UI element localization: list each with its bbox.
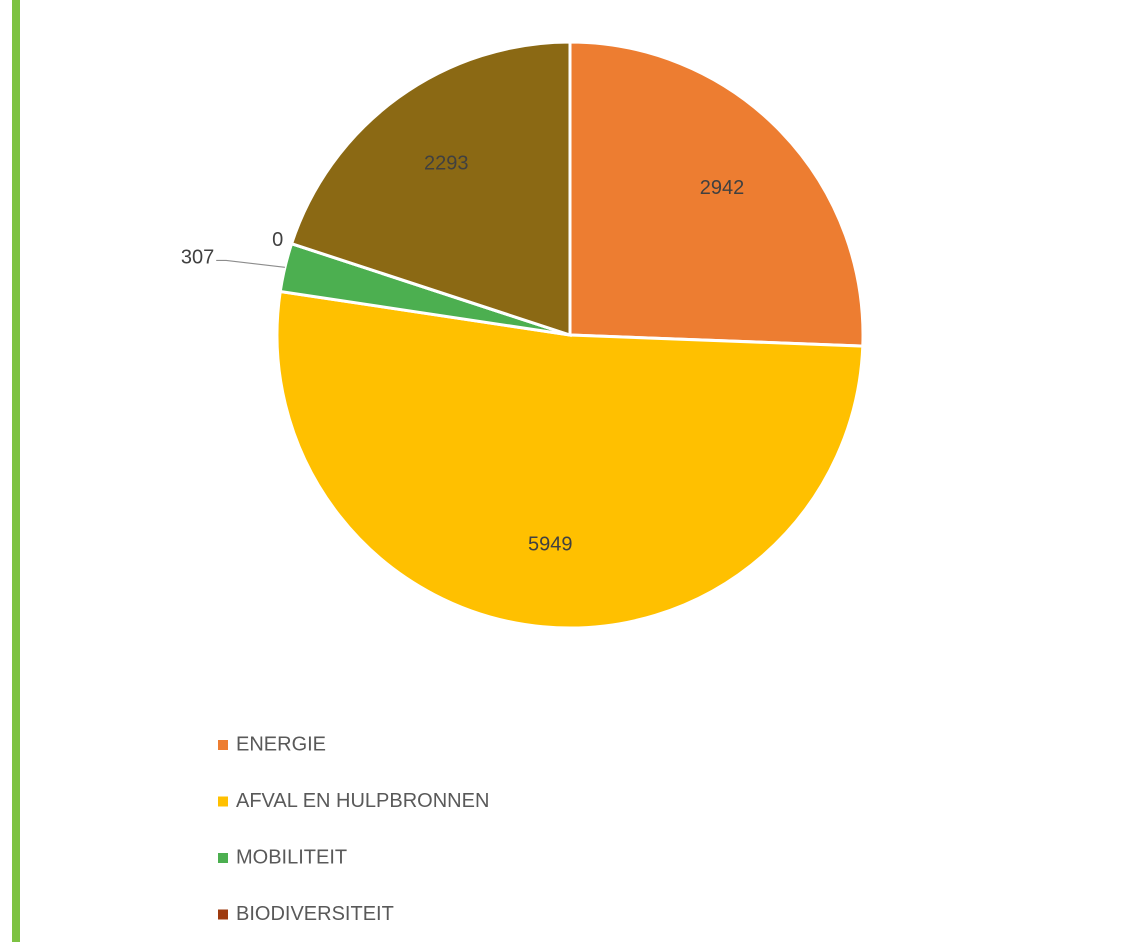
legend-swatch	[218, 796, 228, 807]
legend-label: MOBILITEIT	[236, 846, 347, 868]
pie-slice	[275, 289, 865, 630]
legend-swatch	[218, 853, 228, 863]
data-label: 307	[181, 247, 214, 269]
legend-label: ENERGIE	[236, 733, 326, 755]
pie	[275, 40, 865, 630]
legend: ENERGIE AFVAL EN HULPBRONNEN MOBILITEIT BIO…	[218, 733, 489, 925]
legend-label: AFVAL EN HULPBRONNEN	[236, 790, 489, 812]
pie-slice	[289, 40, 572, 338]
data-label: 2293	[424, 152, 469, 174]
pie-slice	[568, 40, 865, 348]
accent-bar	[12, 0, 20, 942]
data-label: 2942	[700, 177, 745, 199]
data-labels: 2942 5949 307 0 2293	[181, 152, 744, 555]
legend-swatch	[218, 909, 228, 920]
legend-swatch	[218, 740, 228, 750]
leader-line	[216, 259, 285, 268]
data-label: 5949	[528, 533, 573, 555]
legend-label: BIODIVERSITEIT	[236, 903, 394, 925]
data-label: 0	[272, 229, 283, 251]
